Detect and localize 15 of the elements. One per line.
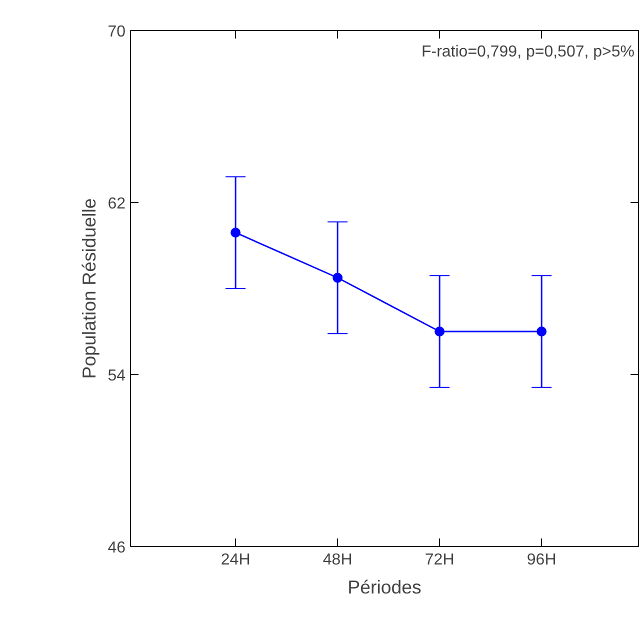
annotation: F-ratio=0,799, p=0,507, p>5% <box>421 44 635 60</box>
y-tick-label: 54 <box>108 368 126 384</box>
y-tick-label: 62 <box>108 196 126 212</box>
x-tick-label: 24H <box>220 552 250 568</box>
x-tick-label: 72H <box>424 552 454 568</box>
x-tick-label: 48H <box>322 552 352 568</box>
point <box>434 326 445 336</box>
y-axis-title: Population Résiduelle <box>78 198 100 379</box>
y-tick-label: 46 <box>108 540 126 556</box>
x-tick-label: 96H <box>526 552 556 568</box>
point <box>230 228 241 238</box>
point <box>332 272 343 283</box>
point <box>536 326 547 336</box>
x-axis-title: Périodes <box>348 576 422 598</box>
y-tick-label: 70 <box>108 24 126 40</box>
